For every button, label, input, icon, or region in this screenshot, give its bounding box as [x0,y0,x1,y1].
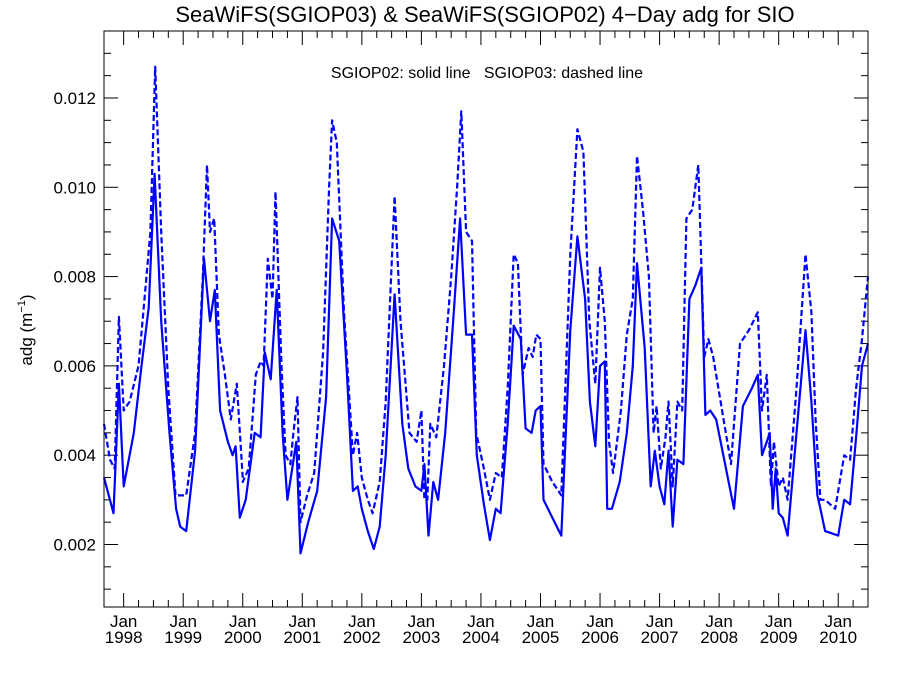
y-axis-label-main: adg (m [17,313,36,366]
x-tick-label-month: Jan [646,612,673,631]
x-tick-label-year: 2002 [343,628,381,647]
series-layer [102,65,870,555]
x-tick-label-month: Jan [289,612,316,631]
x-tick-label-month: Jan [467,612,494,631]
x-tick-label-year: 2005 [522,628,560,647]
y-tick-label: 0.006 [53,357,96,376]
x-tick-label-year: 2003 [402,628,440,647]
x-tick-label-month: Jan [765,612,792,631]
x-tick-label-year: 1999 [164,628,202,647]
x-tick-label-month: Jan [586,612,613,631]
plot-frame [103,30,869,608]
y-tick-label: 0.010 [53,178,96,197]
x-tick-label-year: 2008 [700,628,738,647]
x-tick-label-month: Jan [825,612,852,631]
x-tick-label-month: Jan [169,612,196,631]
series-annotation: SGIOP02: solid line SGIOP03: dashed line [331,65,643,82]
x-tick-label-month: Jan [110,612,137,631]
y-tick-label: 0.008 [53,268,96,287]
x-tick-label-month: Jan [408,612,435,631]
x-tick-label-year: 2009 [760,628,798,647]
chart-title: SeaWiFS(SGIOP03) & SeaWiFS(SGIOP02) 4−Da… [175,2,794,27]
series-line-sgiop03 [102,65,870,524]
x-tick-label-year: 1998 [105,628,143,647]
y-axis-label-end: ) [17,294,36,300]
x-tick-label-month: Jan [705,612,732,631]
x-tick-label-month: Jan [229,612,256,631]
x-tick-label-year: 2001 [283,628,321,647]
x-tick-label-month: Jan [348,612,375,631]
x-tick-label-year: 2004 [462,628,500,647]
x-tick-label-year: 2000 [224,628,262,647]
x-tick-label-year: 2007 [641,628,679,647]
x-tick-label-year: 2006 [581,628,619,647]
x-tick-label-year: 2010 [819,628,857,647]
y-tick-label: 0.004 [53,446,96,465]
axes: 0.0020.0040.0060.0080.0100.012Jan1998Jan… [53,31,869,647]
y-tick-label: 0.002 [53,535,96,554]
x-tick-label-month: Jan [527,612,554,631]
y-tick-label: 0.012 [53,89,96,108]
series-line-sgiop02 [102,172,870,555]
y-axis-label-sup: −1 [16,300,28,313]
y-axis-label: adg (m−1) [16,294,36,365]
